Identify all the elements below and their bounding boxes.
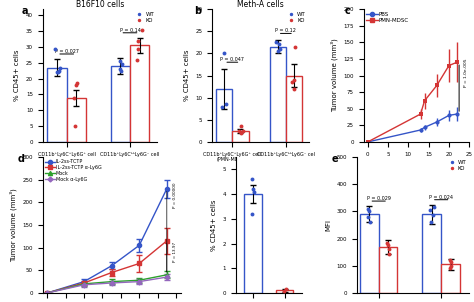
Bar	[216, 89, 232, 142]
Y-axis label: Tumor volume (mm³): Tumor volume (mm³)	[9, 188, 17, 262]
Text: P = 0.00000: P = 0.00000	[173, 182, 177, 208]
Bar	[379, 247, 397, 293]
Bar	[360, 214, 379, 293]
Y-axis label: % CD45+ cells: % CD45+ cells	[14, 50, 20, 101]
Bar	[244, 194, 262, 293]
Bar	[270, 47, 286, 142]
Bar	[441, 265, 460, 293]
Text: P = 0.12: P = 0.12	[275, 28, 296, 34]
Text: d: d	[18, 154, 25, 164]
Bar	[276, 291, 293, 293]
Legend: WT, KO: WT, KO	[132, 10, 156, 25]
Legend: WT, KO: WT, KO	[444, 158, 469, 173]
Legend: WT, KO: WT, KO	[283, 10, 308, 25]
Bar	[232, 131, 249, 142]
Legend: PBS, PMN-MDSC: PBS, PMN-MDSC	[364, 10, 411, 25]
Title: Meth-A cells: Meth-A cells	[237, 0, 284, 9]
Text: P = 0.029: P = 0.029	[367, 196, 391, 201]
Bar	[67, 98, 86, 142]
Bar	[422, 214, 441, 293]
Bar	[286, 76, 302, 142]
Title: B16F10 cells: B16F10 cells	[76, 0, 124, 9]
Text: c: c	[345, 6, 350, 16]
Text: P = 0.027: P = 0.027	[55, 49, 79, 54]
Text: P = 13.97: P = 13.97	[173, 242, 177, 262]
Y-axis label: % CD45+ cells: % CD45+ cells	[211, 199, 217, 251]
Y-axis label: Tumor volume (mm³): Tumor volume (mm³)	[330, 39, 338, 112]
Text: a: a	[22, 6, 28, 16]
Bar	[111, 66, 130, 142]
Bar	[47, 68, 67, 142]
Text: P = 0.14: P = 0.14	[119, 28, 140, 33]
Bar	[130, 45, 149, 142]
X-axis label: Days: Days	[408, 162, 425, 168]
Text: b: b	[194, 6, 201, 16]
Y-axis label: % CD45+ cells: % CD45+ cells	[184, 50, 190, 101]
Text: P = 0.047: P = 0.047	[220, 57, 244, 62]
Y-axis label: MFI: MFI	[325, 219, 331, 231]
Text: e: e	[332, 154, 339, 164]
Text: P = 1.0e-005: P = 1.0e-005	[464, 59, 468, 87]
Legend: IL-2ss-TCTP, IL-2ss-TCTP α-Ly6G, Mock, Mock α-Ly6G: IL-2ss-TCTP, IL-2ss-TCTP α-Ly6G, Mock, M…	[43, 158, 103, 184]
Text: P = 0.024: P = 0.024	[429, 195, 453, 200]
